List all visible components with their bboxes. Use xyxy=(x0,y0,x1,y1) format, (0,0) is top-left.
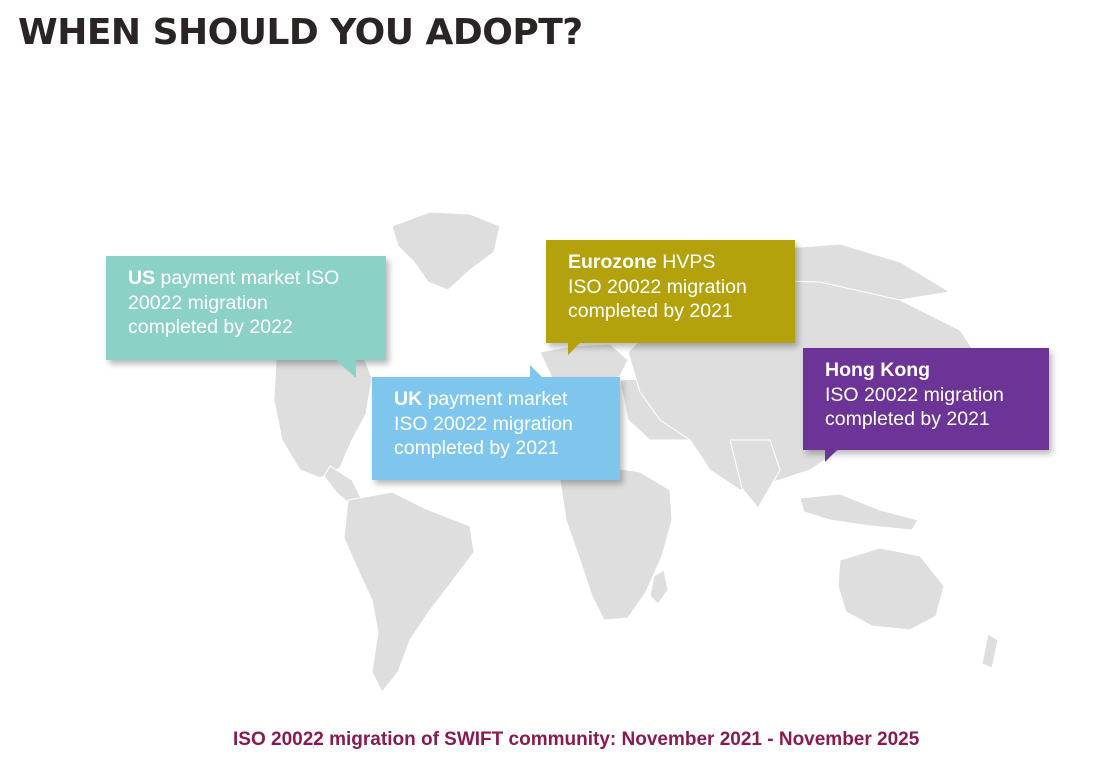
india-shape xyxy=(729,439,781,509)
callout-us-line2: 20022 migration xyxy=(128,291,268,314)
south-america-shape xyxy=(343,491,475,693)
callout-eurozone: Eurozone HVPS ISO 20022 migration comple… xyxy=(546,240,795,355)
callout-uk-line1: payment market xyxy=(422,388,568,410)
callout-uk-line2: ISO 20022 migration xyxy=(394,412,573,435)
callout-eurozone-line2: ISO 20022 migration xyxy=(568,275,747,298)
australia-shape xyxy=(837,547,945,631)
callout-us-line3: completed by 2022 xyxy=(128,316,293,338)
callout-eurozone-region: Eurozone xyxy=(568,251,657,273)
southeast-asia-shape xyxy=(799,493,919,531)
callout-uk-line3: completed by 2021 xyxy=(394,437,559,459)
callout-us-line1: payment market ISO xyxy=(155,267,340,289)
footer-note: ISO 20022 migration of SWIFT community: … xyxy=(233,729,920,750)
africa-shape xyxy=(559,465,673,621)
callout-hongkong-line2: ISO 20022 migration xyxy=(825,383,1004,406)
north-america-shape xyxy=(273,339,373,479)
callout-eurozone-line3: completed by 2021 xyxy=(568,300,733,322)
madagascar-shape xyxy=(649,569,669,605)
callout-us: US payment market ISO 20022 migration co… xyxy=(106,256,386,378)
callout-us-region: US xyxy=(128,267,156,289)
callout-uk-region: UK xyxy=(394,388,423,410)
callout-uk: UK payment market ISO 20022 migration co… xyxy=(372,365,620,480)
callout-hongkong-line3: completed by 2021 xyxy=(825,408,990,430)
callout-hongkong: Hong Kong ISO 20022 migration completed … xyxy=(803,348,1049,462)
callout-hongkong-region: Hong Kong xyxy=(825,359,931,381)
callout-eurozone-line1: HVPS xyxy=(656,251,716,273)
greenland-shape xyxy=(391,211,501,291)
page-title: WHEN SHOULD YOU ADOPT? xyxy=(18,12,583,53)
new-zealand-shape xyxy=(981,633,999,669)
